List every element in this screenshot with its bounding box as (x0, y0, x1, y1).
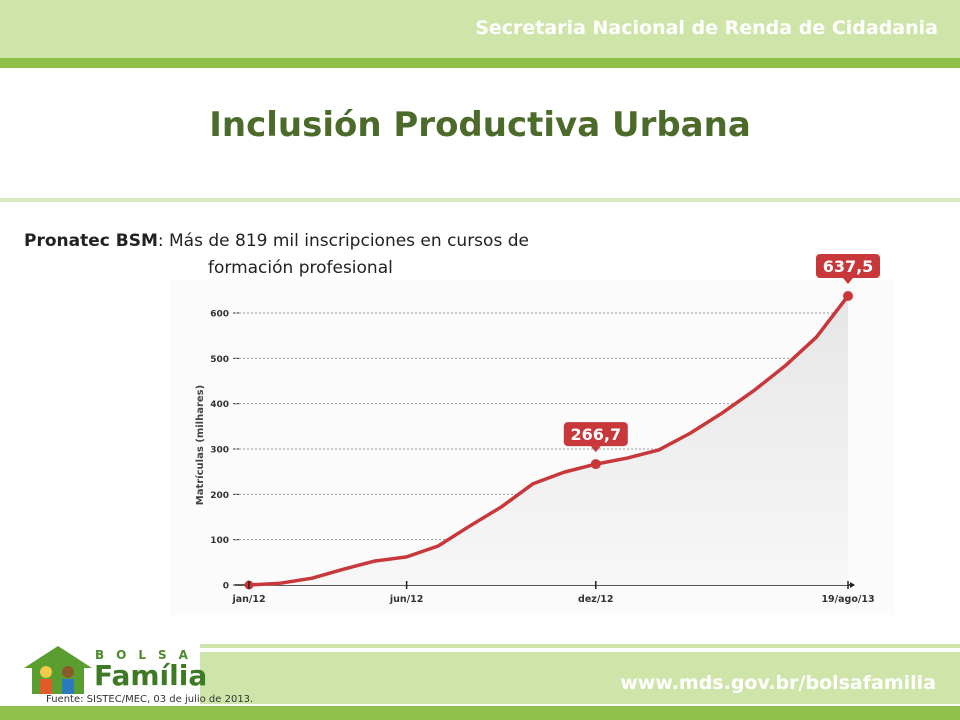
label-box (816, 254, 880, 278)
data-label-text: 266,7 (570, 425, 621, 444)
y-tick-label: 100 (210, 536, 229, 546)
y-tick-label: 0 (223, 582, 229, 592)
data-label: 637,5 (816, 254, 880, 284)
footer-url: www.mds.gov.br/bolsafamilia (620, 672, 936, 694)
y-tick-label: 500 (210, 355, 229, 365)
line (248, 294, 850, 587)
logo-top: BOLSA (95, 648, 200, 662)
x-axis-arrow (850, 582, 855, 588)
y-tick-label: 200 (210, 491, 229, 501)
x-tick-label: jan/12 (231, 594, 265, 605)
footer-stripe (0, 706, 960, 720)
data-label-text: 637,5 (823, 257, 874, 276)
label-pointer (843, 278, 853, 284)
header-stripe (0, 58, 960, 68)
subtitle-text: formación profesional (208, 258, 393, 278)
footer-stripe (200, 644, 960, 648)
label-box (563, 422, 628, 447)
subtitle: Pronatec BSM: Más de 819 mil inscripcion… (24, 228, 624, 282)
y-tick-label: 400 (210, 400, 229, 410)
x-tick-label: jun/12 (389, 594, 423, 605)
source-note: Fuente: SISTEC/MEC, 03 de julio de 2013. (46, 694, 254, 705)
header-text: Secretaria Nacional de Renda de Cidadani… (475, 17, 938, 39)
y-axis-label: Matrículas (milhares) (194, 385, 206, 505)
x-tick-label: dez/12 (578, 594, 613, 605)
point (590, 459, 601, 470)
data-label: 266,7 (563, 422, 628, 453)
header-band (0, 0, 960, 58)
separator (0, 198, 960, 202)
area (249, 296, 848, 585)
logo-bottom: Família (94, 659, 208, 692)
subtitle-text: : Más de 819 mil inscripciones en cursos… (157, 231, 529, 251)
subtitle-bold: Pronatec BSM (24, 231, 158, 251)
slide-title: Inclusión Productiva Urbana (209, 105, 751, 145)
label-pointer (590, 446, 601, 453)
point (843, 291, 853, 301)
x-tick-label: 19/ago/13 (821, 594, 874, 605)
y-tick-label: 300 (210, 446, 229, 456)
footer-band (200, 652, 960, 704)
y-tick-label: 600 (210, 310, 229, 320)
logo-icon (24, 646, 92, 694)
